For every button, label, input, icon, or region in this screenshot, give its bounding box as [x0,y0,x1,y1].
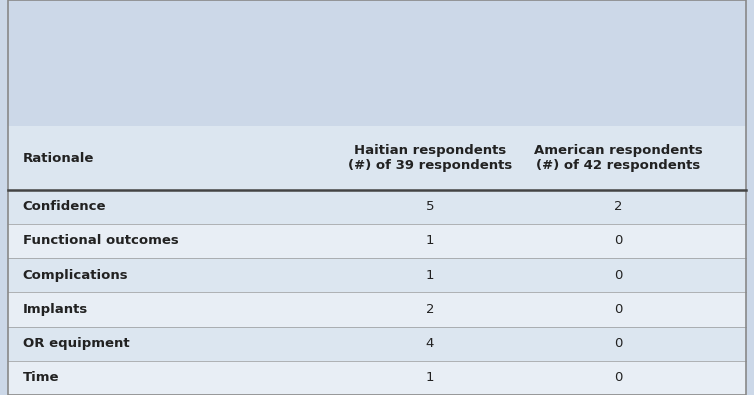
Text: 0: 0 [614,337,623,350]
Text: Implants: Implants [23,303,88,316]
Text: Rationale: Rationale [23,152,94,164]
Text: Complications: Complications [23,269,128,282]
Text: 2: 2 [425,303,434,316]
Text: 1: 1 [425,371,434,384]
Text: 4: 4 [425,337,434,350]
Bar [8,361,746,395]
Text: 0: 0 [614,371,623,384]
Text: American respondents
(#) of 42 respondents: American respondents (#) of 42 responden… [534,144,703,172]
Text: 0: 0 [614,303,623,316]
Bar [8,224,746,258]
Text: 5: 5 [425,200,434,213]
Text: Haitian respondents
(#) of 39 respondents: Haitian respondents (#) of 39 respondent… [348,144,512,172]
Text: OR equipment: OR equipment [23,337,129,350]
Text: 0: 0 [614,269,623,282]
Bar [8,258,746,292]
Text: 2: 2 [614,200,623,213]
Text: Time: Time [23,371,59,384]
Bar [8,190,746,224]
Text: Confidence: Confidence [23,200,106,213]
Bar [8,292,746,327]
Text: Functional outcomes: Functional outcomes [23,235,179,247]
Bar [8,327,746,361]
Bar [8,126,746,190]
Text: 1: 1 [425,235,434,247]
Text: 0: 0 [614,235,623,247]
Text: 1: 1 [425,269,434,282]
Bar [8,0,746,126]
